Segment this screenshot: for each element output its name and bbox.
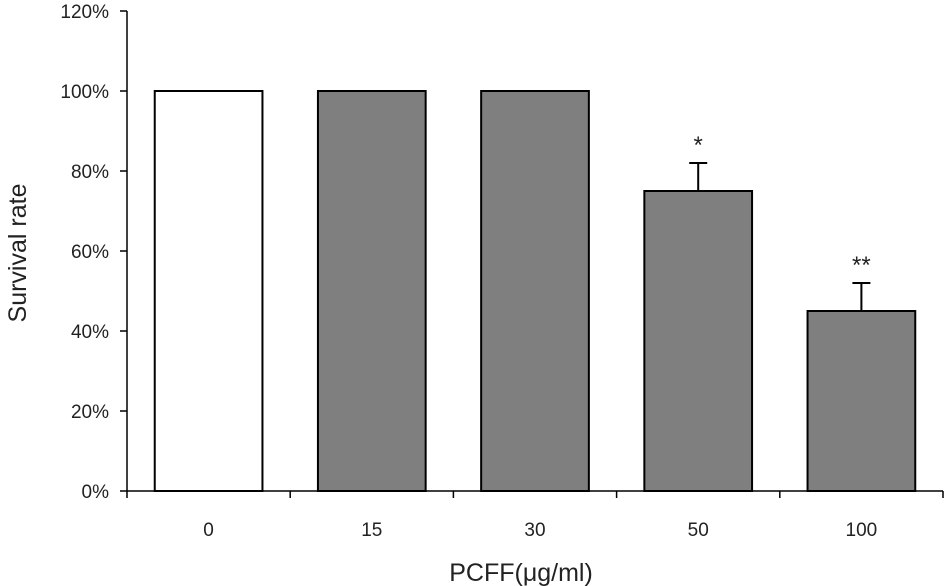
x-tick-label: 100 [846,520,878,541]
significance-label: ** [852,252,871,279]
y-tick-label: 120% [60,2,109,23]
x-tick-label: 30 [524,520,545,541]
x-axis-title: PCFF(μg/ml) [449,559,593,586]
bar [316,90,427,492]
bar [806,310,917,492]
significance-label: * [694,132,703,159]
x-tick-label: 0 [203,520,214,541]
y-tick-label: 60% [71,242,109,263]
bar [153,90,264,492]
x-ticks-layer: 0 15 30 50 100 [126,491,944,541]
x-tick-label: 50 [688,520,709,541]
annotations-layer: *** [694,132,871,279]
y-tick-label: 100% [60,82,109,103]
error-bars-layer [689,162,871,311]
bars-layer [153,90,917,492]
y-tick-label: 40% [71,322,109,343]
y-tick-label: 80% [71,162,109,183]
y-tick-label: 0% [82,482,110,503]
bar [480,90,590,492]
y-tick-label: 20% [71,402,109,423]
bar [643,190,754,492]
x-tick-label: 15 [361,520,382,541]
y-axis-title: Survival rate [4,184,32,323]
y-ticks-layer: 0% 20% 40% 60% 80% 100% 120% [60,2,127,503]
